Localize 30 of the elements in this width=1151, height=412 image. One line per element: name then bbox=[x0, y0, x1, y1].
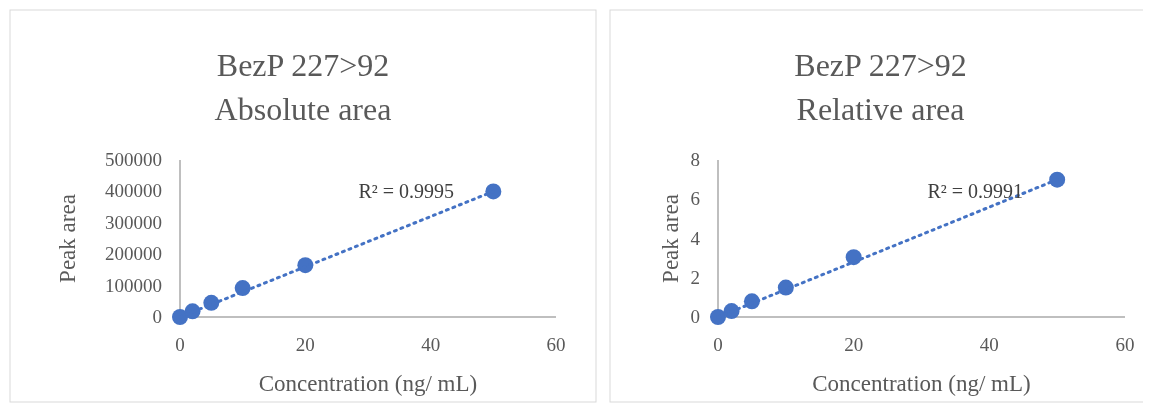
y-tick-label: 0 bbox=[152, 306, 162, 327]
y-tick-label: 0 bbox=[690, 306, 700, 327]
x-tick-label: 40 bbox=[979, 334, 999, 355]
y-tick-label: 400000 bbox=[105, 180, 162, 202]
y-tick-label: 300000 bbox=[105, 211, 162, 233]
y-tick-label: 6 bbox=[690, 188, 700, 210]
x-tick-label: 0 bbox=[175, 334, 185, 355]
y-tick-label: 4 bbox=[690, 227, 701, 249]
x-tick-label: 20 bbox=[844, 334, 864, 355]
x-tick-label: 60 bbox=[546, 334, 566, 355]
x-tick-label: 40 bbox=[421, 334, 441, 355]
y-tick-label: 500000 bbox=[105, 149, 162, 170]
x-tick-label: 20 bbox=[295, 334, 315, 355]
x-tick-label: 60 bbox=[1115, 334, 1135, 355]
y-tick-label: 8 bbox=[690, 149, 700, 170]
chart-subtitle: Absolute area bbox=[214, 91, 392, 127]
x-tick-label: 0 bbox=[713, 334, 723, 355]
y-tick-label: 2 bbox=[690, 266, 700, 288]
point bbox=[710, 309, 726, 325]
chart-title: BezP 227>92 bbox=[794, 47, 967, 83]
y-axis-title: Peak area bbox=[658, 194, 683, 283]
y-tick-label: 100000 bbox=[105, 274, 162, 296]
chart-title: BezP 227>92 bbox=[216, 47, 390, 83]
y-tick-label: 200000 bbox=[105, 243, 162, 265]
x-axis-title: Concentration (ng/ mL) bbox=[812, 371, 1031, 396]
chart-subtitle: Relative area bbox=[796, 91, 965, 127]
annotation: R² = 0.9991 bbox=[927, 180, 1023, 202]
x-axis-title: Concentration (ng/ mL) bbox=[258, 371, 478, 396]
y-axis-title: Peak area bbox=[55, 194, 80, 283]
annotation: R² = 0.9995 bbox=[358, 180, 454, 202]
